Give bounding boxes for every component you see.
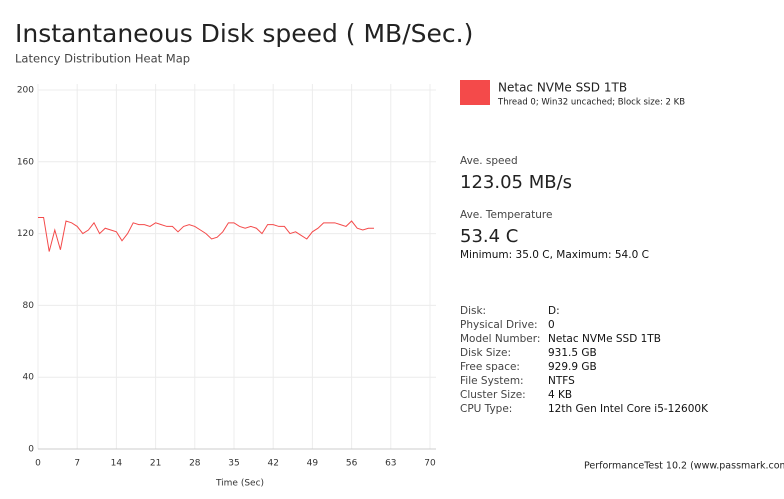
- y-tick-label: 160: [17, 157, 34, 167]
- info-label: Model Number:: [460, 333, 540, 345]
- x-tick-label: 21: [150, 459, 161, 469]
- x-tick-label: 35: [228, 459, 239, 469]
- y-tick-label: 80: [23, 301, 35, 311]
- info-label: Physical Drive:: [460, 319, 538, 331]
- x-tick-label: 7: [74, 459, 80, 469]
- info-label: Disk:: [460, 305, 486, 317]
- legend-detail: Thread 0; Win32 uncached; Block size: 2 …: [497, 98, 685, 108]
- stat-label: Ave. Temperature: [460, 209, 552, 221]
- info-label: CPU Type:: [460, 403, 512, 415]
- y-tick-label: 120: [17, 229, 34, 239]
- info-label: Cluster Size:: [460, 389, 526, 401]
- info-value: 931.5 GB: [548, 347, 597, 359]
- x-axis-label: Time (Sec): [215, 479, 264, 489]
- x-tick-label: 42: [267, 459, 278, 469]
- x-tick-label: 56: [346, 459, 358, 469]
- x-tick-label: 70: [424, 459, 436, 469]
- stat-label: Ave. speed: [460, 155, 518, 167]
- footer: PerformanceTest 10.2 (www.passmark.com): [584, 461, 784, 472]
- info-value: 0: [548, 319, 555, 331]
- info-value: Netac NVMe SSD 1TB: [548, 333, 661, 345]
- chart-title: Instantaneous Disk speed ( MB/Sec.): [15, 19, 473, 48]
- y-tick-label: 0: [28, 445, 34, 455]
- y-tick-label: 40: [23, 373, 35, 383]
- info-value: 929.9 GB: [548, 361, 597, 373]
- stat-detail: Minimum: 35.0 C, Maximum: 54.0 C: [460, 249, 649, 261]
- info-value: 4 KB: [548, 389, 572, 401]
- x-tick-label: 49: [307, 459, 319, 469]
- info-label: Disk Size:: [460, 347, 511, 359]
- legend-label: Netac NVMe SSD 1TB: [498, 81, 627, 95]
- info-label: File System:: [460, 375, 524, 387]
- x-tick-label: 28: [189, 459, 201, 469]
- x-tick-label: 14: [111, 459, 123, 469]
- info-value: 12th Gen Intel Core i5-12600K: [548, 403, 709, 415]
- chart-subtitle: Latency Distribution Heat Map: [15, 52, 190, 66]
- info-value: NTFS: [548, 375, 575, 387]
- x-tick-label: 63: [385, 459, 396, 469]
- x-tick-label: 0: [35, 459, 41, 469]
- info-value: D:: [548, 305, 560, 317]
- y-tick-label: 200: [17, 86, 34, 96]
- stat-value: 123.05 MB/s: [460, 172, 572, 193]
- data-line: [38, 216, 374, 252]
- stat-value: 53.4 C: [460, 226, 518, 247]
- legend-swatch: [460, 80, 490, 105]
- info-label: Free space:: [460, 361, 520, 373]
